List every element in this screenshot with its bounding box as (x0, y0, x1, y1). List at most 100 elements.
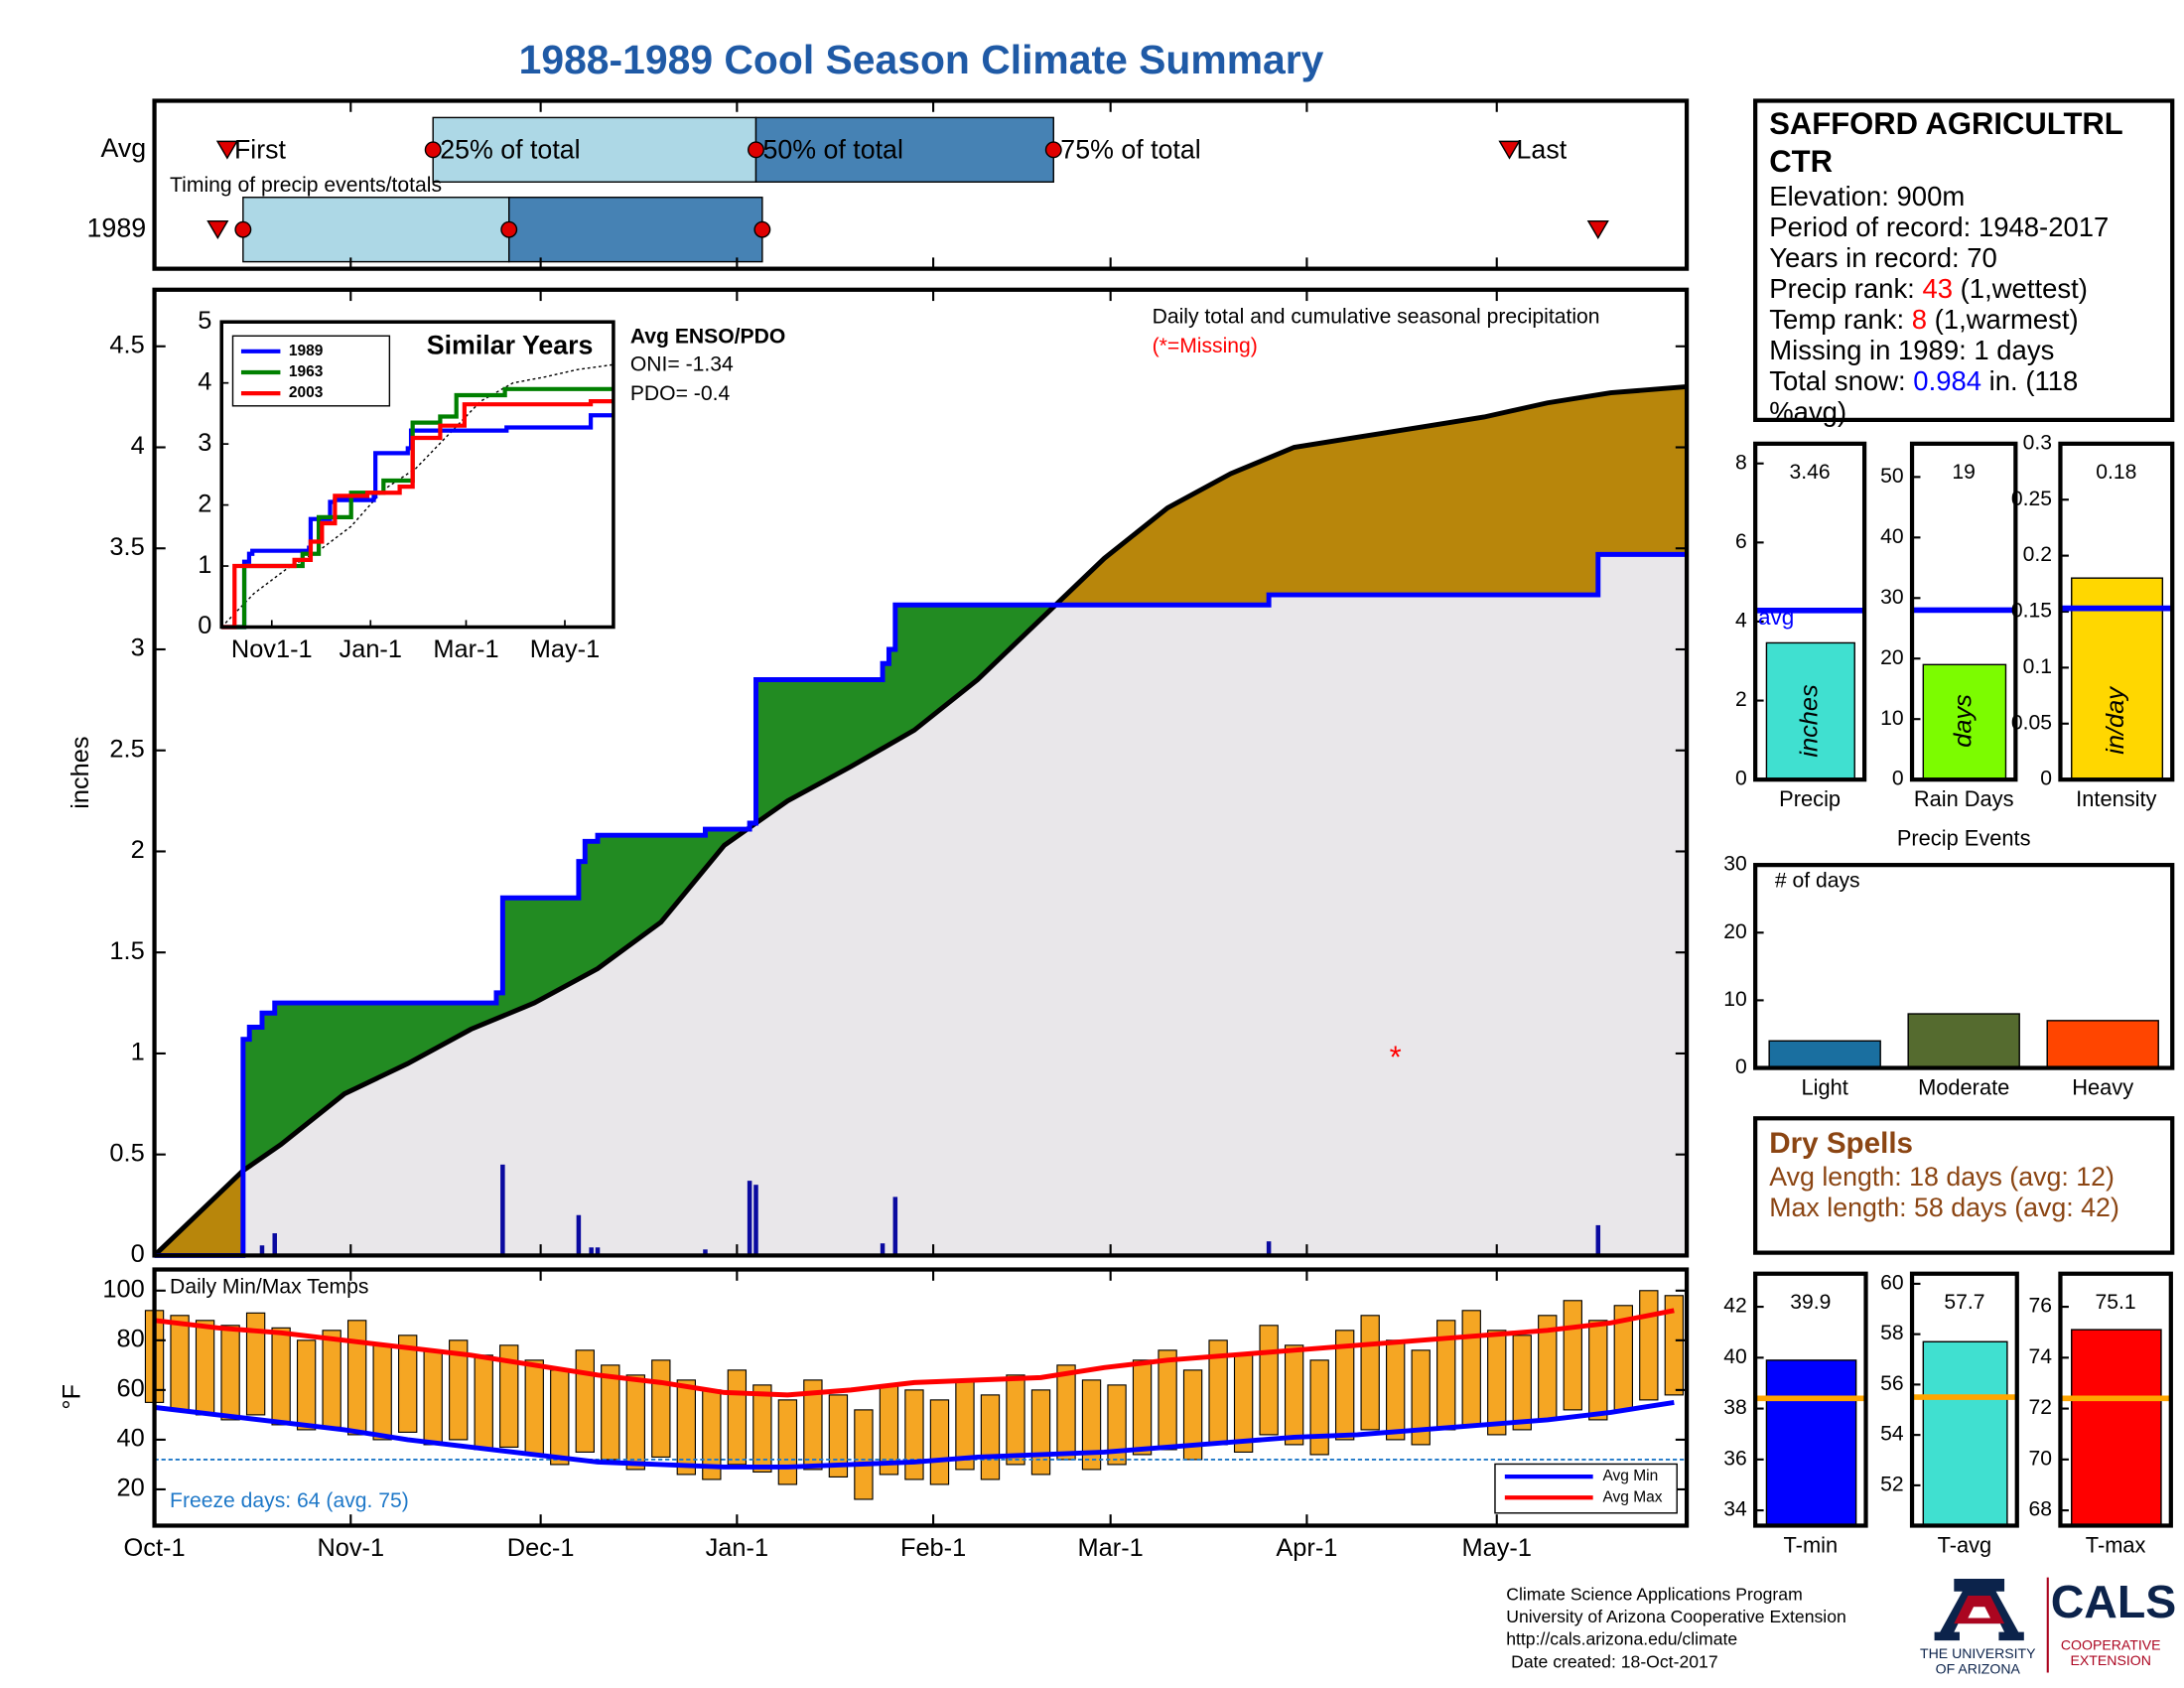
daily-bar (576, 1214, 582, 1256)
station-text: 43 (1922, 273, 1953, 304)
temp-bar (1132, 1359, 1153, 1456)
temp-bar (1563, 1300, 1582, 1411)
marker-label: Last (1517, 134, 1568, 164)
station-text: (1,wettest) (1953, 273, 2088, 304)
daily-bar (589, 1247, 594, 1256)
y-tick-label: 58 (1880, 1322, 1903, 1344)
x-tick-label: Nov1-1 (231, 635, 313, 663)
y-tick-label: 76 (2028, 1295, 2051, 1318)
footer-line: Climate Science Applications Program (1506, 1585, 1803, 1605)
temp-bar (1461, 1310, 1481, 1426)
marker-first (215, 140, 238, 160)
temp-bar (1386, 1339, 1406, 1441)
y-tick-label: 0 (131, 1240, 145, 1268)
y-tick-label: 74 (2028, 1345, 2052, 1368)
station-title: CTR (1769, 144, 1833, 179)
marker-label: 50% of total (763, 134, 903, 164)
value-label: 39.9 (1790, 1291, 1831, 1314)
temp-bar (1411, 1349, 1431, 1446)
y-tick-label: 52 (1880, 1473, 1903, 1495)
value-label: 57.7 (1944, 1291, 1984, 1314)
y-tick-label: 36 (1723, 1447, 1746, 1470)
y-tick-label: 10 (1723, 988, 1746, 1011)
logo-text: THE UNIVERSITY (1920, 1645, 2036, 1661)
daily-bar (747, 1181, 752, 1256)
y-tick-label: 0 (198, 612, 211, 639)
y-tick-label: 1 (131, 1039, 145, 1066)
temp-bar (220, 1325, 240, 1421)
missing-note: (*=Missing) (1153, 335, 1258, 357)
reference-line (220, 363, 614, 628)
bar (1922, 663, 2007, 780)
x-label: Rain Days (1914, 786, 2014, 811)
annotation: Timing of precip events/totals (170, 174, 442, 197)
station-line: Missing in 1989: 1 days (1769, 335, 2054, 365)
temp-bar (195, 1320, 215, 1416)
marker-p75 (753, 220, 771, 238)
temp-bar (1006, 1374, 1025, 1466)
base-area (154, 554, 1688, 1256)
temp-bar (1081, 1379, 1102, 1471)
y-tick-label: 4.5 (109, 331, 144, 358)
temp-bar (1259, 1325, 1279, 1436)
daily-bar (753, 1185, 758, 1256)
legend-label: 1989 (289, 343, 324, 359)
temp-bar (372, 1344, 392, 1441)
x-tick-label: Light (1801, 1074, 1847, 1099)
annotation: Daily total and cumulative seasonal prec… (1153, 306, 1600, 329)
legend-label: Avg Max (1603, 1488, 1663, 1505)
temp-bar (575, 1349, 595, 1453)
chart-title: Precip Events (1897, 826, 2031, 851)
x-tick-label: Mar-1 (433, 635, 498, 663)
inset-title: Similar Years (427, 331, 594, 360)
late-box (754, 116, 1054, 183)
temp-bar (980, 1394, 1001, 1480)
footer-line: http://cals.arizona.edu/climate (1506, 1629, 1737, 1649)
y-tick-label: 70 (2028, 1447, 2051, 1470)
y-tick-label: 0.1 (2023, 655, 2052, 678)
y-tick-label: 5 (198, 307, 211, 335)
x-tick-label: Feb-1 (900, 1534, 966, 1562)
early-box (242, 197, 510, 263)
chart-title: Daily Min/Max Temps (170, 1275, 368, 1298)
marker-label: First (234, 134, 287, 164)
y-tick-label: 20 (1880, 646, 1903, 669)
legend-label: 1963 (289, 363, 324, 380)
station-title: SAFFORD AGRICULTRL (1769, 106, 2122, 141)
legend-box (1494, 1463, 1678, 1514)
y-tick-label: 0.25 (2011, 488, 2052, 510)
temp-bar (1664, 1295, 1685, 1396)
footer-line: Date created: 18-Oct-2017 (1506, 1651, 1717, 1671)
y-tick-label: 0.3 (2023, 431, 2052, 454)
temp-bar (550, 1369, 570, 1466)
y-tick-label: 3 (198, 429, 211, 457)
y-tick-label: 80 (116, 1326, 144, 1353)
y-tick-label: 2 (131, 836, 145, 864)
temp-bar (170, 1315, 190, 1411)
marker-p50 (500, 220, 518, 238)
station-text: Elevation: 900m (1769, 181, 1965, 211)
marker-p75 (1044, 141, 1062, 159)
frame (1909, 441, 2018, 782)
station-text: (1,warmest) (1927, 304, 2079, 335)
avg-label: avg (1758, 605, 1794, 630)
station-text: Precip rank: (1769, 273, 1922, 304)
logo-a-gap (1968, 1607, 1990, 1618)
temp-bar (1056, 1364, 1076, 1461)
average-line (152, 384, 1688, 1258)
y-axis-label: °F (59, 1384, 86, 1410)
temp-bar (828, 1394, 849, 1478)
dry-spells-line: Avg length: 18 days (avg: 12) (1769, 1162, 2115, 1192)
y-tick-label: 2 (1735, 688, 1747, 711)
late-box (508, 197, 763, 263)
temp-bar (1588, 1320, 1608, 1421)
station-text: Years in record: 70 (1769, 242, 1997, 273)
enso-line: PDO= -0.4 (630, 382, 731, 405)
station-line: Elevation: 900m (1769, 181, 1965, 211)
x-label: T-avg (1938, 1532, 1992, 1557)
x-tick-label: Mar-1 (1078, 1534, 1144, 1562)
y-tick-label: 0.05 (2011, 711, 2052, 734)
temp-bar (499, 1344, 519, 1448)
value-label: 0.18 (2096, 461, 2136, 484)
